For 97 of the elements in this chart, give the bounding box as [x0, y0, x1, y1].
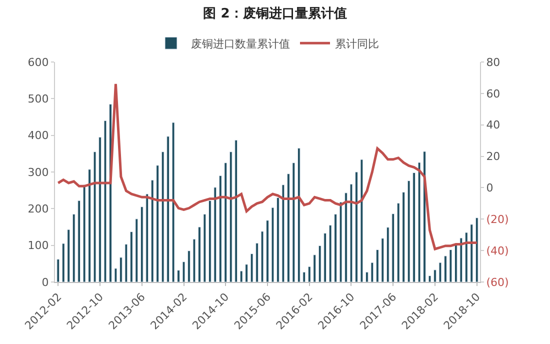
y2-tick-label: (40) [486, 244, 509, 258]
bar [250, 254, 254, 282]
bar [438, 262, 442, 282]
bar [407, 180, 410, 282]
bar [302, 272, 306, 282]
bar [276, 197, 280, 282]
bar [370, 262, 374, 282]
bar [475, 218, 478, 282]
bar [428, 276, 432, 282]
bar [93, 152, 96, 282]
bar [182, 262, 186, 282]
bar [292, 162, 296, 282]
bar [392, 214, 395, 282]
legend-label: 废铜进口数量累计值 [191, 37, 290, 50]
bar [114, 268, 118, 282]
bar [130, 232, 133, 282]
bar [376, 249, 379, 282]
bar [234, 140, 238, 282]
bar [470, 224, 474, 282]
bar [460, 238, 463, 282]
bar [282, 184, 285, 282]
bar [56, 259, 60, 282]
bar [203, 214, 206, 282]
bar [402, 192, 406, 282]
bar [313, 254, 316, 282]
bar [386, 227, 390, 282]
bar [328, 224, 332, 282]
bar [245, 264, 248, 282]
y-tick-label: 0 [42, 276, 49, 289]
bar [287, 174, 290, 282]
y2-tick-label: 80 [486, 56, 500, 69]
bar [266, 220, 269, 282]
y2-tick-label: 40 [486, 118, 500, 132]
bar [229, 152, 232, 282]
bar [88, 169, 91, 282]
line-series [56, 82, 478, 250]
bar [339, 202, 342, 282]
bar [150, 180, 154, 282]
y2-tick-label: (20) [486, 212, 509, 226]
bar [78, 200, 80, 282]
bar [260, 231, 264, 282]
bar [192, 238, 196, 282]
bar [256, 242, 258, 282]
bar [297, 148, 300, 282]
y-tick-label: 300 [28, 166, 49, 179]
bar [434, 270, 436, 282]
bar [140, 206, 144, 282]
y-tick-label: 600 [28, 56, 49, 69]
bar [271, 207, 274, 282]
y2-tick-label: (60) [486, 276, 509, 289]
bar [172, 122, 175, 282]
bar [198, 226, 201, 282]
bar [218, 175, 222, 282]
bar [324, 232, 326, 282]
bar [318, 245, 322, 282]
bar [82, 184, 86, 282]
bar [177, 270, 180, 282]
bar [308, 266, 311, 282]
bar [444, 256, 447, 282]
bar [224, 162, 228, 282]
bar [98, 136, 102, 282]
legend-label: 累计同比 [335, 37, 379, 50]
y-tick-label: 100 [28, 239, 49, 252]
bar [67, 229, 70, 282]
bar [334, 214, 337, 282]
bar [240, 270, 243, 282]
bar [156, 165, 160, 282]
y-tick-label: 400 [28, 129, 49, 142]
bar [396, 202, 400, 282]
bar [449, 249, 452, 282]
bar [135, 218, 138, 282]
bar [412, 172, 416, 282]
y-tick-label: 200 [28, 202, 49, 216]
bar [208, 200, 212, 282]
bar [161, 152, 164, 282]
bar [381, 238, 384, 282]
bar [214, 187, 217, 282]
bar [188, 250, 190, 282]
y2-tick-label: 20 [486, 150, 500, 164]
bar [355, 172, 358, 282]
bar [124, 244, 128, 282]
bar [62, 243, 65, 282]
y2-tick-label: 0 [486, 182, 494, 195]
bar [464, 232, 468, 282]
bar [72, 214, 76, 282]
bar [166, 136, 170, 282]
chart-title: 图 2：废铜进口量累计值 [203, 6, 347, 22]
bar [350, 184, 353, 282]
bar [360, 159, 364, 282]
bar [104, 120, 107, 282]
y2-tick-label: 60 [486, 87, 500, 100]
bar [146, 194, 149, 282]
bar [344, 192, 348, 282]
bar [120, 257, 122, 282]
y-tick-label: 500 [28, 92, 49, 106]
bar [418, 162, 421, 282]
bar [366, 272, 368, 282]
